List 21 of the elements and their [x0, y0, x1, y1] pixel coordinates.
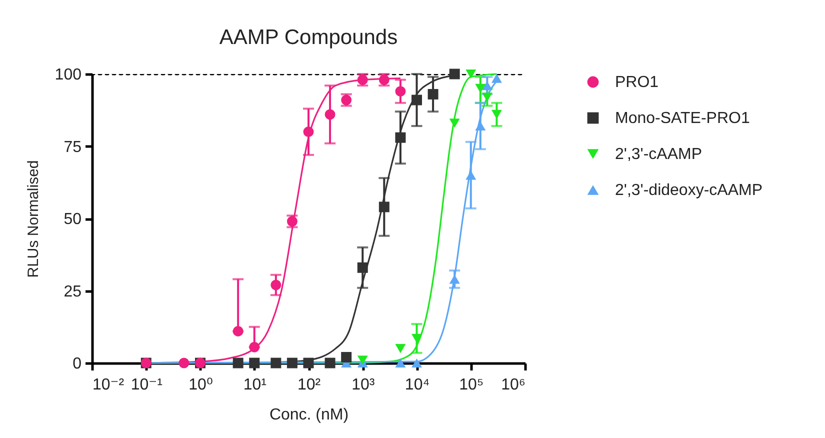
legend-label: 2',3'-cAAMP: [615, 146, 702, 163]
x-tick-label: 10⁶: [501, 376, 526, 394]
y-tick-label: 50: [64, 211, 82, 228]
x-tick-label: 10³: [352, 376, 376, 394]
x-tick-label: 10²: [297, 376, 322, 394]
y-tick-label: 75: [64, 138, 82, 156]
legend-label: Mono-SATE-PRO1: [615, 110, 750, 127]
x-axis-title: Conc. (nM): [269, 406, 349, 424]
x-tick-label: 10⁻¹: [130, 376, 162, 394]
x-tick-label: 10⁰: [188, 376, 213, 394]
legend-label: 2',3'-dideoxy-cAAMP: [615, 182, 762, 199]
x-tick-label: 10⁻²: [92, 376, 125, 394]
x-tick-label: 10⁴: [404, 376, 430, 394]
y-tick-label: 100: [54, 66, 82, 84]
legend-label: PRO1: [615, 74, 659, 91]
x-tick-label: 10¹: [243, 376, 266, 394]
x-tick-label: 10⁵: [459, 376, 484, 394]
y-tick-label: 0: [72, 356, 82, 372]
y-tick-label: 25: [64, 283, 82, 300]
y-axis-title: RLUs Normalised: [24, 160, 42, 278]
chart-title: AAMP Compounds: [219, 26, 398, 49]
